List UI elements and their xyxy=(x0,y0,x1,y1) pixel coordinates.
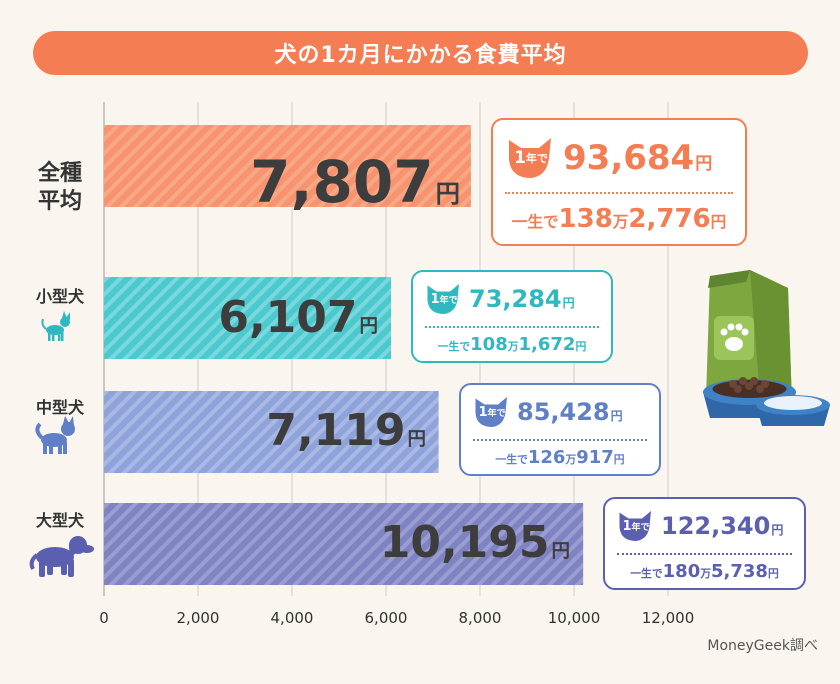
category-label-large: 大型犬 xyxy=(20,511,100,531)
lifetime-unit: 円 xyxy=(710,213,727,231)
lifetime-man: 108 xyxy=(470,334,508,355)
x-tick-label: 0 xyxy=(99,609,109,627)
badge-number: 1 xyxy=(430,291,440,307)
lifetime-rest: 917 xyxy=(576,447,614,468)
bar-all xyxy=(104,125,471,207)
chihuahua-icon xyxy=(41,311,70,341)
category-label-all: 全種 平均 xyxy=(20,160,100,215)
category-label-line1: 小型犬 xyxy=(35,287,84,306)
x-tick-label: 8,000 xyxy=(459,609,502,627)
annual-cost-unit: 円 xyxy=(695,154,713,174)
chart-title: 犬の1カ月にかかる食費平均 xyxy=(33,31,808,75)
lifetime-man-unit: 万 xyxy=(612,213,629,231)
category-label-line2: 平均 xyxy=(37,188,82,214)
lifetime-cost: 一生で180万5,738円 xyxy=(615,561,794,582)
callout-all: 1 年で 93,684円 一生で138万2,776円 xyxy=(491,118,747,246)
dog-food-bag-icon xyxy=(706,270,792,403)
lifetime-unit: 円 xyxy=(767,567,779,580)
lifetime-unit: 円 xyxy=(613,453,625,466)
bar-value-number: 10,195 xyxy=(379,517,550,568)
lifetime-rest: 2,776 xyxy=(628,204,711,234)
annual-cost-unit: 円 xyxy=(610,409,623,423)
x-tick-label: 10,000 xyxy=(548,609,601,627)
lifetime-man: 126 xyxy=(527,447,566,468)
large-dog-icon xyxy=(29,536,94,577)
annual-cost-number: 93,684 xyxy=(563,138,695,178)
callout-large: 1 年で 122,340円 一生で180万5,738円 xyxy=(603,497,806,590)
lifetime-man: 180 xyxy=(662,561,701,582)
badge-text: 年で xyxy=(487,408,506,419)
annual-cost: 85,428円 xyxy=(517,398,623,426)
bar-small xyxy=(104,277,392,359)
bar-value-large: 10,195 円 xyxy=(380,517,570,568)
annual-cost: 73,284円 xyxy=(469,285,575,313)
lifetime-man-unit: 万 xyxy=(565,453,577,466)
lifetime-cost: 一生で138万2,776円 xyxy=(503,204,735,234)
bar-value-number: 7,807 xyxy=(250,148,434,216)
bar-value-number: 7,119 xyxy=(266,405,406,456)
lifetime-man: 138 xyxy=(558,204,613,234)
cat-head-badge: 1 年で xyxy=(615,509,657,543)
category-label-line1: 全種 xyxy=(37,161,82,186)
x-tick-label: 12,000 xyxy=(642,609,695,627)
lifetime-man-unit: 万 xyxy=(700,567,712,580)
category-label-small: 小型犬 xyxy=(20,287,100,307)
lifetime-prefix: 一生で xyxy=(495,453,528,466)
annual-cost: 93,684円 xyxy=(563,138,712,178)
category-label-line1: 中型犬 xyxy=(35,398,84,417)
bar-value-unit: 円 xyxy=(551,541,570,562)
badge-number: 1 xyxy=(478,404,488,420)
x-tick-label: 2,000 xyxy=(177,609,220,627)
source-note: MoneyGeek調べ xyxy=(707,638,818,654)
lifetime-cost: 一生で126万917円 xyxy=(471,447,649,468)
bar-value-all: 7,807円 xyxy=(250,148,460,216)
annual-cost-unit: 円 xyxy=(562,296,575,310)
annual-cost-unit: 円 xyxy=(771,523,784,537)
x-tick-label: 4,000 xyxy=(271,609,314,627)
category-label-medium: 中型犬 xyxy=(20,398,100,418)
lifetime-man-unit: 万 xyxy=(507,340,519,353)
cat-head-badge: 1 年で xyxy=(423,282,465,316)
badge-number: 1 xyxy=(622,518,632,534)
badge-text: 年で xyxy=(439,295,458,306)
annual-cost-number: 85,428 xyxy=(517,398,610,426)
x-tick-label: 6,000 xyxy=(365,609,408,627)
annual-cost-number: 73,284 xyxy=(469,285,562,313)
callout-small: 1 年で 73,284円 一生で108万1,672円 xyxy=(411,270,613,363)
lifetime-prefix: 一生で xyxy=(630,567,663,580)
dog-bowl-icon xyxy=(703,377,830,426)
lifetime-cost: 一生で108万1,672円 xyxy=(423,334,601,355)
annual-cost-number: 122,340 xyxy=(661,512,771,540)
callout-medium: 1 年で 85,428円 一生で126万917円 xyxy=(459,383,661,476)
bar-large xyxy=(104,503,584,585)
shiba-dog-icon xyxy=(35,416,75,454)
lifetime-unit: 円 xyxy=(575,340,587,353)
bar-value-number: 6,107 xyxy=(218,292,358,343)
lifetime-prefix: 一生で xyxy=(511,213,559,231)
cat-head-badge: 1 年で xyxy=(471,395,513,429)
cat-head-badge: 1 年で xyxy=(503,136,559,180)
badge-text: 年で xyxy=(631,522,650,533)
annual-cost: 122,340円 xyxy=(661,512,783,540)
bar-medium xyxy=(104,391,439,473)
bar-value-unit: 円 xyxy=(407,429,426,450)
bar-value-unit: 円 xyxy=(359,316,378,337)
bar-value-unit: 円 xyxy=(435,179,460,208)
bar-value-medium: 7,119 円 xyxy=(266,405,426,456)
bar-value-small: 6,107 円 xyxy=(218,292,378,343)
lifetime-rest: 5,738 xyxy=(711,561,768,582)
badge-number: 1 xyxy=(514,148,526,168)
lifetime-rest: 1,672 xyxy=(518,334,576,355)
category-label-line1: 大型犬 xyxy=(35,511,84,530)
lifetime-prefix: 一生で xyxy=(437,340,471,353)
badge-text: 年で xyxy=(525,152,548,165)
